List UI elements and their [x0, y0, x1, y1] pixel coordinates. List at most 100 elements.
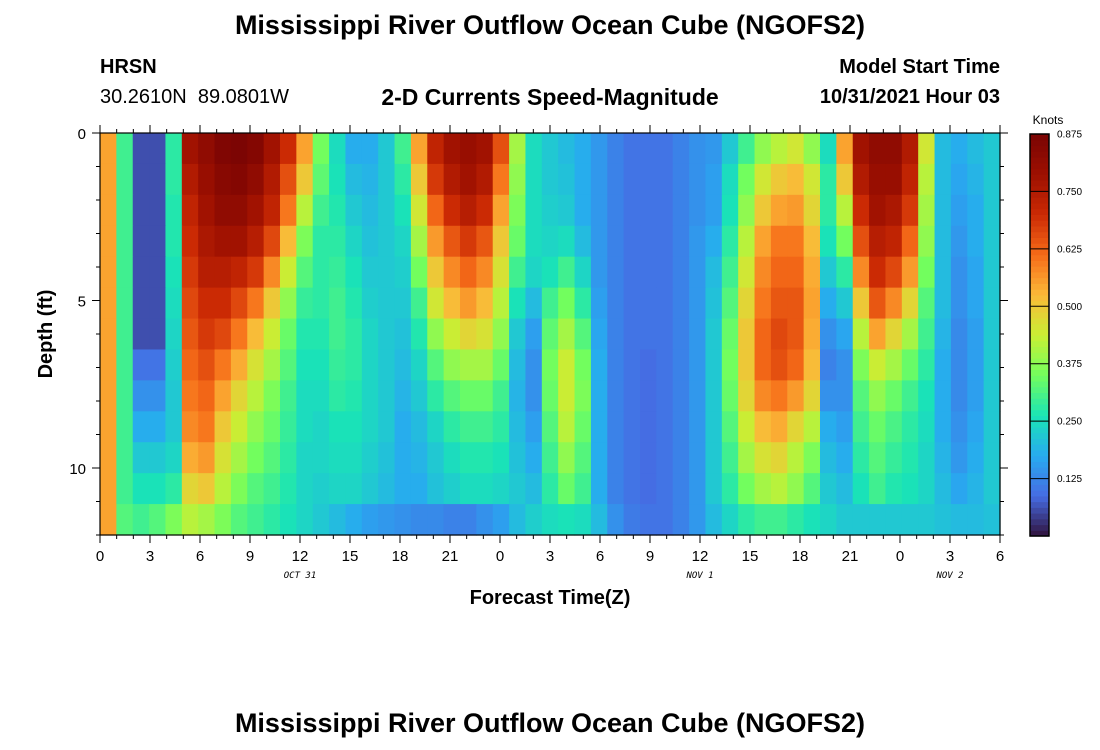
colorbar-swatch: [1030, 145, 1049, 152]
heatmap-cell: [132, 225, 150, 258]
heatmap-cell: [378, 504, 396, 536]
heatmap-cell: [149, 349, 167, 381]
heatmap-cell: [230, 504, 248, 536]
heatmap-cell: [852, 194, 870, 227]
heatmap-cell: [149, 504, 167, 536]
heatmap-cell: [410, 163, 428, 196]
colorbar-swatch: [1030, 134, 1049, 141]
heatmap-cell: [394, 473, 412, 505]
heatmap-cell: [689, 225, 707, 258]
heatmap-cell: [345, 318, 363, 351]
colorbar-tick-label: 0.750: [1057, 187, 1082, 198]
heatmap-cell: [967, 411, 985, 443]
heatmap-cell: [198, 473, 216, 505]
heatmap-cell: [656, 133, 674, 165]
heatmap-cell: [689, 133, 707, 165]
heatmap-cell: [787, 256, 805, 289]
heatmap-cell: [820, 163, 837, 196]
heatmap-cell: [607, 411, 625, 443]
heatmap-cell: [967, 318, 985, 351]
heatmap-cell: [820, 473, 837, 505]
heatmap-cell: [541, 225, 559, 258]
heatmap-cell: [312, 411, 330, 443]
heatmap-cell: [509, 411, 527, 443]
heatmap-cell: [738, 256, 756, 289]
heatmap-cell: [394, 318, 412, 351]
heatmap-cell: [590, 256, 608, 289]
heatmap-cell: [509, 225, 527, 258]
heatmap-cell: [754, 504, 772, 536]
heatmap-cell: [247, 287, 265, 320]
date-label: NOV 2: [935, 571, 963, 581]
heatmap-cell: [787, 349, 805, 381]
heatmap-cell: [312, 442, 330, 474]
heatmap-cell: [918, 504, 936, 536]
heatmap-cell: [263, 163, 281, 196]
heatmap-cell: [836, 442, 854, 474]
heatmap-cell: [492, 287, 510, 320]
heatmap-cell: [312, 163, 330, 196]
heatmap-cell: [296, 287, 314, 320]
heatmap-cell: [689, 163, 707, 196]
heatmap-cell: [116, 256, 134, 289]
heatmap-cell: [852, 473, 870, 505]
heatmap-cell: [656, 442, 674, 474]
heatmap-cell: [885, 411, 903, 443]
heatmap-cell: [885, 349, 903, 381]
heatmap-cell: [574, 349, 592, 381]
x-tick-label: 12: [292, 548, 309, 565]
heatmap-cell: [329, 504, 347, 536]
heatmap-cell: [230, 349, 248, 381]
colorbar-swatch: [1030, 162, 1049, 170]
heatmap-cell: [541, 256, 559, 289]
heatmap-cell: [410, 411, 428, 443]
heatmap-cell: [623, 504, 641, 536]
heatmap-cell: [116, 411, 134, 443]
heatmap-cell: [623, 133, 641, 165]
heatmap-cell: [901, 411, 919, 443]
colorbar-swatch: [1030, 346, 1049, 353]
heatmap-cell: [280, 225, 297, 258]
heatmap-cell: [656, 473, 674, 505]
colorbar: Knots 0.875 0.750 0.625 0.500 0.375 0.250 0.12…: [1029, 113, 1082, 537]
heatmap-cell: [820, 256, 837, 289]
heatmap-cell: [901, 256, 919, 289]
heatmap-cell: [901, 133, 919, 165]
colorbar-title: Knots: [1033, 113, 1064, 127]
heatmap-cell: [492, 442, 510, 474]
heatmap-cell: [312, 349, 330, 381]
heatmap-cell: [263, 473, 281, 505]
x-tick-label: 18: [792, 548, 809, 565]
heatmap-cell: [918, 287, 936, 320]
heatmap-cell: [165, 442, 183, 474]
x-tick-label: 0: [896, 548, 904, 565]
heatmap-cell: [607, 504, 625, 536]
heatmap-cell: [443, 194, 461, 227]
heatmap-cell: [820, 380, 837, 412]
heatmap-cell: [345, 442, 363, 474]
heatmap-cell: [885, 504, 903, 536]
heatmap-cell: [181, 163, 199, 196]
heatmap-cell: [836, 225, 854, 258]
heatmap-cell: [869, 380, 887, 412]
x-tick-label: 6: [196, 548, 204, 565]
heatmap-cell: [721, 133, 739, 165]
colorbar-swatch: [1030, 283, 1049, 290]
heatmap-cell: [820, 411, 837, 443]
heatmap-cell: [738, 442, 756, 474]
heatmap-cell: [329, 133, 347, 165]
heatmap-cell: [950, 287, 968, 320]
heatmap-cell: [885, 256, 903, 289]
heatmap-cell: [950, 194, 968, 227]
heatmap-cell: [280, 318, 297, 351]
heatmap-cell: [492, 349, 510, 381]
heatmap-cell: [950, 442, 968, 474]
colorbar-swatch: [1030, 340, 1049, 348]
heatmap-cell: [410, 133, 428, 165]
heatmap-cell: [672, 442, 690, 474]
heatmap-cell: [443, 442, 461, 474]
heatmap-cell: [672, 349, 690, 381]
heatmap-cell: [541, 380, 559, 412]
heatmap-cell: [574, 380, 592, 412]
heatmap-cell: [918, 349, 936, 381]
